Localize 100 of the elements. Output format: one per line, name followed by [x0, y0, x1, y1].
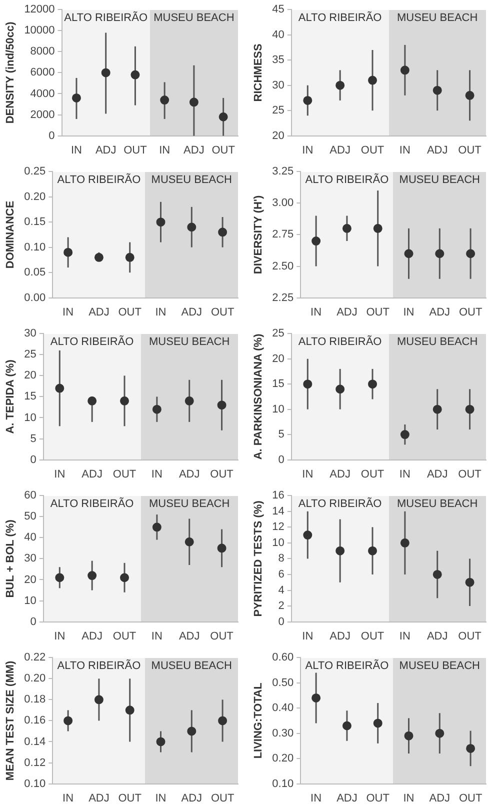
y-tick-label: 0.10 [24, 241, 46, 254]
annotation: MUSEU BEACH [397, 12, 478, 24]
y-tick-label: 16 [272, 490, 284, 502]
x-tick-label: OUT [458, 306, 482, 318]
y-axis-title: A. TEPIDA (%) [4, 359, 17, 434]
y-tick-label: 4000 [30, 88, 55, 100]
y-tick-label: 12000 [24, 4, 55, 16]
x-tick-label: ADJ [336, 792, 358, 804]
y-tick-label: 12 [272, 521, 284, 534]
y-axis-title: BUL + BOL (%) [4, 519, 17, 598]
y-tick-label: 2 [278, 600, 284, 612]
x-tick-label: IN [310, 306, 322, 318]
y-tick-label: 15 [272, 378, 284, 390]
x-tick-label: ADJ [429, 792, 450, 804]
x-tick-label: OUT [118, 306, 142, 318]
annotation: ALTO RIBEIRÃO [298, 11, 382, 24]
x-tick-label: ADJ [181, 792, 202, 804]
annotation: MUSEU BEACH [399, 660, 480, 672]
y-tick-label: 10 [24, 594, 36, 607]
x-tick-label: ADJ [88, 792, 110, 804]
x-tick-label: ADJ [82, 630, 102, 642]
x-tick-label: OUT [112, 468, 136, 480]
x-tick-label: IN [155, 792, 166, 804]
annotation: MUSEU BEACH [397, 336, 478, 348]
x-tick-label: IN [54, 630, 66, 642]
annotation: MUSEU BEACH [399, 174, 480, 186]
x-tick-label: IN [302, 630, 314, 642]
x-tick-label: IN [70, 144, 82, 156]
y-tick-label: 0.25 [24, 166, 46, 178]
y-axis-title: DOMINANCE [4, 200, 17, 269]
y-tick-label: 2.75 [272, 228, 294, 241]
y-tick-label: 0.05 [24, 266, 46, 279]
x-tick-label: IN [399, 630, 410, 642]
x-tick-label: OUT [458, 144, 482, 156]
y-tick-label: 8 [278, 552, 284, 565]
y-tick-label: 0.20 [24, 190, 46, 203]
y-tick-label: 0.50 [272, 676, 294, 689]
annotation: MUSEU BEACH [149, 498, 230, 510]
y-tick-label: 25 [272, 104, 284, 117]
annotation: ALTO RIBEIRÃO [298, 335, 382, 348]
y-tick-label: 0.18 [24, 694, 46, 706]
x-tick-label: OUT [458, 630, 482, 642]
y-tick-label: 10 [272, 403, 284, 416]
y-tick-label: 3.00 [272, 197, 294, 210]
annotation: ALTO RIBEIRÃO [305, 659, 390, 672]
y-tick-label: 0 [48, 130, 55, 142]
y-axis-title: DIVERSITY (H') [252, 194, 265, 274]
x-tick-label: ADJ [178, 468, 200, 480]
x-tick-label: OUT [210, 792, 234, 804]
x-tick-label: ADJ [330, 144, 350, 156]
x-tick-label: OUT [458, 468, 482, 480]
y-tick-label: 5 [278, 428, 284, 441]
y-tick-label: 30 [24, 328, 36, 340]
y-axis-title: PYRITIZED TESTS (%) [252, 500, 265, 617]
x-tick-label: ADJ [82, 468, 102, 480]
x-tick-label: IN [403, 792, 414, 804]
y-tick-label: 2000 [30, 108, 55, 121]
y-tick-label: 10000 [24, 24, 55, 37]
annotation: ALTO RIBEIRÃO [64, 11, 148, 24]
y-axis-title: RICHMESS [252, 44, 265, 102]
x-tick-label: OUT [360, 468, 384, 480]
x-tick-label: IN [310, 792, 322, 804]
x-tick-label: OUT [212, 144, 236, 156]
x-tick-label: ADJ [336, 306, 358, 318]
annotation: MUSEU BEACH [154, 12, 234, 24]
x-tick-label: OUT [112, 630, 136, 642]
y-tick-label: 0 [278, 616, 284, 628]
x-tick-label: ADJ [95, 144, 116, 156]
x-tick-label: OUT [458, 792, 482, 804]
x-tick-label: OUT [210, 306, 234, 318]
y-tick-label: 25 [272, 328, 284, 340]
annotation: ALTO RIBEIRÃO [57, 173, 142, 186]
y-tick-label: 40 [272, 28, 284, 41]
y-tick-label: 2.50 [272, 260, 294, 272]
y-tick-label: 20 [24, 574, 36, 586]
x-tick-label: IN [54, 468, 66, 480]
x-tick-label: IN [302, 144, 314, 156]
y-tick-label: 0.10 [272, 778, 294, 790]
x-tick-label: ADJ [429, 306, 450, 318]
y-tick-label: 4 [278, 584, 284, 596]
x-tick-label: ADJ [426, 144, 448, 156]
y-tick-label: 0.20 [24, 672, 46, 685]
y-tick-label: 0.30 [272, 727, 294, 740]
annotation: MUSEU BEACH [397, 498, 478, 510]
x-tick-label: OUT [124, 144, 148, 156]
x-tick-label: ADJ [426, 630, 448, 642]
x-tick-label: OUT [210, 630, 234, 642]
x-tick-label: IN [62, 306, 74, 318]
annotation: MUSEU BEACH [151, 660, 232, 672]
y-tick-label: 20 [272, 130, 284, 142]
y-tick-label: 25 [24, 348, 36, 361]
y-axis-title: A. PARKINSONIANA (%) [252, 333, 265, 460]
y-tick-label: 6000 [30, 66, 55, 79]
x-tick-label: OUT [366, 306, 390, 318]
annotation: ALTO RIBEIRÃO [305, 173, 390, 186]
y-tick-label: 0.10 [24, 778, 46, 790]
x-tick-label: IN [403, 306, 414, 318]
annotation: MUSEU BEACH [149, 336, 230, 348]
y-tick-label: 6 [278, 568, 284, 581]
annotation: ALTO RIBEIRÃO [298, 497, 382, 510]
